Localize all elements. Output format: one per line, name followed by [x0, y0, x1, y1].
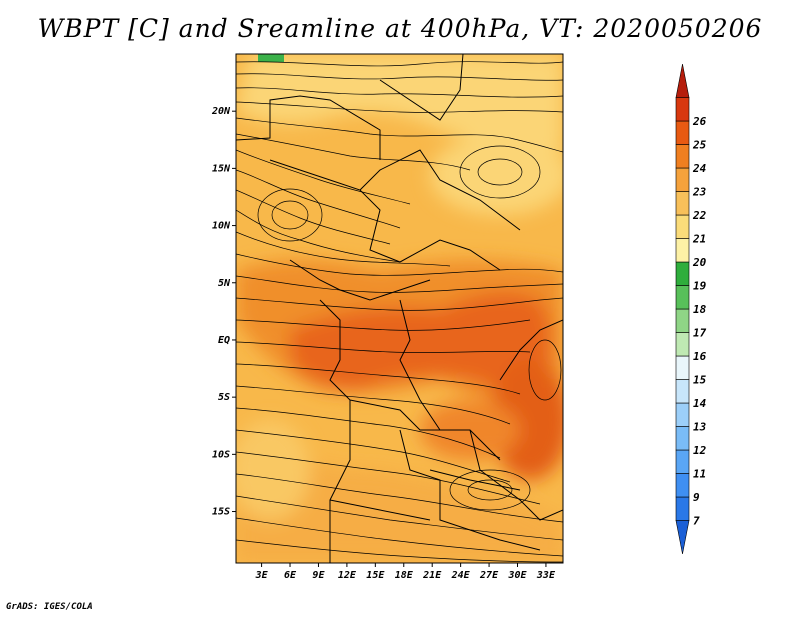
- colorbar-label: 26: [692, 115, 707, 128]
- x-tick-label: 33E: [536, 570, 556, 581]
- colorbar-swatch: [675, 238, 690, 263]
- y-tick-label: 20N: [211, 106, 231, 117]
- colorbar-arrow-bottom: [675, 520, 690, 555]
- colorbar-swatch: [675, 332, 690, 357]
- y-tick-label: 10S: [212, 449, 230, 460]
- green-patch: [258, 54, 284, 62]
- colorbar-swatch: [675, 402, 690, 427]
- warm-core-southeast: [490, 360, 563, 480]
- colorbar-label: 21: [692, 233, 706, 246]
- country-borders: [236, 54, 563, 563]
- colorbar-swatch: [675, 449, 690, 474]
- colorbar-label: 25: [692, 139, 707, 152]
- colorbar-arrow-top: [675, 63, 690, 98]
- colorbar-swatch: [675, 285, 690, 310]
- colorbar-swatch: [675, 261, 690, 286]
- colorbar: 7 9 11 12 13 14 15 16 17 18 19 20 21 22 23 24 25 26: [675, 63, 707, 555]
- light-zone-southwest: [236, 420, 310, 520]
- colorbar-swatch: [675, 214, 690, 239]
- x-tick-label: 6E: [284, 570, 297, 581]
- colorbar-label: 19: [693, 280, 707, 293]
- x-tick-label: 30E: [507, 570, 527, 581]
- colorbar-swatch: [675, 426, 690, 451]
- colorbar-swatch: [675, 120, 690, 145]
- x-tick-label: 18E: [395, 570, 414, 581]
- colorbar-label: 13: [693, 421, 707, 434]
- temperature-field: [236, 54, 563, 563]
- y-tick-label: 10N: [212, 221, 231, 232]
- y-axis: 20N 15N 10N 5N EQ 5S 10S 15S: [211, 106, 236, 518]
- colorbar-swatch: [675, 167, 690, 192]
- colorbar-swatch: [675, 144, 690, 169]
- colorbar-label: 18: [693, 303, 707, 316]
- map-panel: [236, 54, 563, 563]
- colorbar-swatch: [675, 379, 690, 404]
- colorbar-swatch: [675, 308, 690, 333]
- colorbar-label: 15: [693, 374, 707, 387]
- streamlines: [236, 61, 563, 563]
- colorbar-swatch: [675, 496, 690, 521]
- colorbar-label: 7: [693, 515, 700, 528]
- grads-credit: GrADS: IGES/COLA: [6, 602, 93, 612]
- x-tick-label: 15E: [366, 570, 385, 581]
- y-tick-label: 15S: [212, 507, 230, 518]
- x-tick-label: 21E: [422, 570, 442, 581]
- y-tick-label: 5N: [218, 278, 231, 289]
- map-frame: [235, 53, 564, 564]
- colorbar-label: 22: [692, 209, 707, 222]
- colorbar-label: 17: [693, 327, 707, 340]
- colorbar-label: 12: [693, 444, 707, 457]
- x-tick-label: 12E: [338, 570, 357, 581]
- x-axis: 3E 6E 9E 12E 15E 18E 21E 24E 27E 30E 33E: [255, 563, 556, 581]
- x-tick-label: 9E: [312, 570, 325, 581]
- y-tick-label: 15N: [212, 163, 231, 174]
- colorbar-swatch: [675, 97, 690, 122]
- light-zone-northeast: [430, 135, 563, 215]
- x-tick-label: 24E: [451, 570, 471, 581]
- colorbar-label: 9: [693, 491, 700, 504]
- y-tick-label: 5S: [218, 392, 230, 403]
- colorbar-label: 11: [693, 468, 706, 481]
- colorbar-label: 16: [693, 350, 707, 363]
- y-tick-label: EQ: [218, 335, 230, 346]
- warm-core-equator: [290, 292, 552, 390]
- x-tick-label: 3E: [255, 570, 269, 581]
- moderate-zone-south: [236, 430, 563, 563]
- colorbar-label: 14: [693, 397, 707, 410]
- colorbar-label: 24: [692, 162, 707, 175]
- x-tick-label: 27E: [479, 570, 499, 581]
- chart-title: WBPT [C] and Sreamline at 400hPa, VT: 20…: [37, 14, 763, 43]
- colorbar-swatch: [675, 191, 690, 216]
- colorbar-label: 20: [692, 256, 707, 269]
- colorbar-swatch: [675, 473, 690, 498]
- colorbar-label: 23: [692, 186, 707, 199]
- colorbar-swatch: [675, 355, 690, 380]
